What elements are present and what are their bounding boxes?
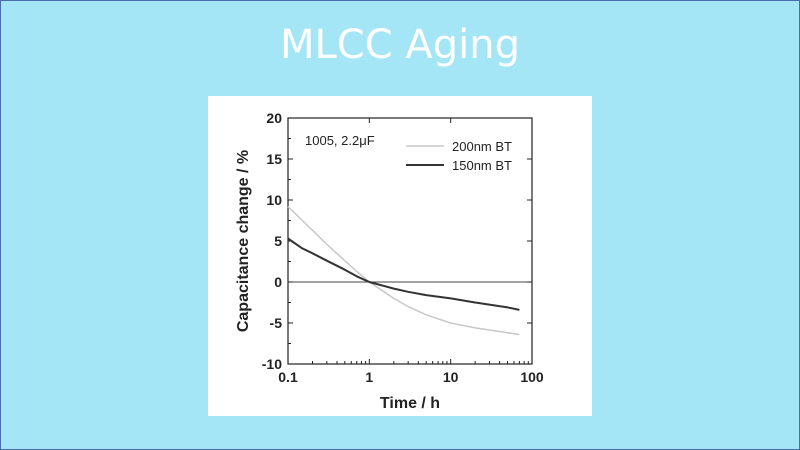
y-tick-label: -5 — [270, 315, 283, 331]
y-tick-label: 0 — [274, 274, 282, 290]
y-tick-label: 15 — [266, 151, 282, 167]
plot-axes — [287, 117, 533, 365]
aging-chart: 20 15 10 5 0 -5 -100.1 1 10 100 200nm BT 150nm BT 10… — [235, 110, 544, 412]
y-tick-label: 20 — [266, 110, 282, 126]
y-tick-label: -10 — [262, 356, 282, 372]
slide-title: MLCC Aging — [280, 22, 520, 68]
chart-panel: 20 15 10 5 0 -5 -10 0.1 1 10 100 200nm BT 150nm BT 10… — [208, 96, 592, 416]
plot-text: 20 15 10 5 0 -5 -100.1 1 10 100 200nm BT 150nm BT 10… — [235, 110, 544, 412]
y-axis-title: Capacitance change / % — [235, 150, 252, 332]
x-tick-label: 1 — [365, 369, 373, 385]
x-tick-label: 100 — [520, 369, 544, 385]
series-line-150nm-bt — [287, 237, 520, 311]
series-line-200nm-bt — [287, 206, 520, 336]
x-axis-title: Time / h — [380, 395, 440, 412]
x-tick-label: 10 — [443, 369, 459, 385]
plot-frame — [287, 117, 533, 365]
y-tick-label: 10 — [266, 192, 282, 208]
y-tick-label: 5 — [274, 233, 282, 249]
legend-label: 200nm BT — [452, 139, 512, 154]
legend-label: 150nm BT — [452, 158, 512, 173]
x-tick-label: 0.1 — [278, 369, 298, 385]
plot-series — [287, 145, 520, 336]
chart-annotation: 1005, 2.2μF — [305, 133, 375, 148]
